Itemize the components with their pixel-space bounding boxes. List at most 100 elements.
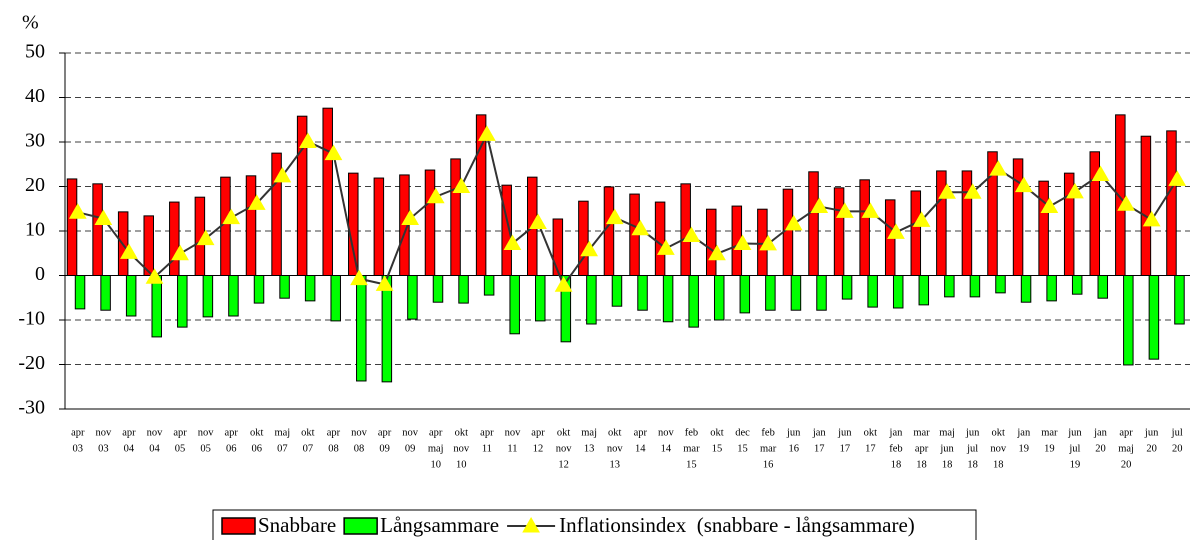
x-tick-label: okt: [557, 427, 571, 438]
x-tick-label: nov: [607, 443, 624, 454]
marker: [401, 209, 420, 226]
x-tick-label: jul: [1171, 427, 1183, 438]
x-tick-label: 10: [456, 459, 467, 470]
marker: [1117, 195, 1135, 211]
bar: [279, 275, 290, 299]
bar: [995, 275, 1006, 294]
marker: [554, 276, 573, 292]
bar: [1097, 275, 1109, 299]
bar: [424, 169, 436, 276]
x-tick-label: okt: [710, 427, 724, 438]
x-tick-label: apr: [122, 427, 136, 438]
x-tick-label: jul: [1068, 443, 1080, 454]
x-tick-label: okt: [992, 427, 1006, 438]
x-tick-label: maj: [274, 427, 290, 438]
marker: [759, 234, 777, 251]
x-tick-label: nov: [990, 443, 1007, 454]
marker: [529, 213, 547, 230]
x-tick-label: apr: [1119, 427, 1133, 438]
x-tick-label: nov: [556, 443, 573, 454]
bar: [1012, 158, 1024, 276]
x-tick-label: 17: [840, 443, 851, 454]
x-tick-label: nov: [95, 427, 112, 438]
bar: [688, 275, 699, 328]
x-tick-label: jul: [966, 443, 978, 454]
x-tick-label: jun: [837, 427, 852, 438]
bar: [125, 275, 137, 317]
x-tick-label: okt: [301, 427, 315, 438]
y-tick-label: 10: [25, 219, 45, 241]
x-tick-label: jun: [965, 427, 980, 438]
bar: [816, 275, 827, 311]
marker: [247, 194, 266, 210]
bar: [808, 171, 819, 276]
x-tick-label: mar: [913, 427, 930, 438]
legend-label: Långsammare: [380, 513, 499, 537]
bar: [867, 275, 878, 308]
bar: [936, 170, 947, 276]
x-tick-label: 13: [609, 459, 620, 470]
bar: [74, 275, 86, 310]
x-tick-label: 06: [252, 443, 263, 454]
marker: [784, 214, 803, 231]
x-tick-label: 18: [993, 459, 1004, 470]
bar: [637, 275, 648, 311]
y-tick-label: 0: [35, 263, 45, 285]
bar: [348, 172, 359, 276]
x-tick-label: 15: [712, 443, 723, 454]
bar: [578, 200, 589, 276]
x-tick-label: 04: [124, 443, 135, 454]
bar: [765, 275, 776, 311]
x-tick-label: jan: [812, 427, 827, 438]
x-tick-label: 10: [430, 459, 441, 470]
x-tick-label: 05: [175, 443, 186, 454]
x-tick-label: mar: [1041, 427, 1058, 438]
x-tick-label: 16: [763, 459, 774, 470]
marker: [196, 229, 215, 246]
x-tick-label: apr: [429, 427, 443, 438]
x-tick-label: jun: [786, 427, 801, 438]
marker: [1040, 197, 1059, 214]
x-tick-label: 03: [98, 443, 109, 454]
x-tick-label: nov: [147, 427, 164, 438]
y-tick-label: 20: [25, 174, 45, 196]
x-tick-label: maj: [428, 443, 444, 454]
x-tick-label: 04: [149, 443, 160, 454]
bar: [177, 275, 188, 328]
bar: [407, 275, 418, 320]
y-tick-label: 30: [25, 130, 45, 152]
marker: [324, 144, 343, 161]
x-tick-label: 08: [328, 443, 339, 454]
bar: [611, 275, 623, 307]
x-tick-label: nov: [505, 427, 522, 438]
marker: [94, 209, 113, 226]
x-tick-label: 08: [354, 443, 365, 454]
bar: [450, 158, 461, 276]
x-tick-label: 14: [635, 443, 646, 454]
legend-label: Inflationsindex (snabbare - långsammare): [559, 513, 915, 537]
x-tick-label: okt: [455, 427, 469, 438]
bar: [654, 201, 666, 276]
x-tick-label: mar: [683, 443, 700, 454]
bar: [961, 170, 973, 276]
x-tick-label: jun: [1144, 427, 1159, 438]
marker: [605, 208, 624, 225]
y-axis-label: %: [22, 12, 39, 34]
bar: [1046, 275, 1057, 302]
marker: [912, 211, 931, 227]
y-tick-label: -10: [18, 308, 45, 330]
x-tick-label: 06: [226, 443, 237, 454]
marker: [1168, 170, 1187, 186]
legend-swatch: [221, 517, 256, 535]
bar: [143, 215, 154, 276]
x-tick-label: 16: [788, 443, 799, 454]
bar: [662, 275, 674, 323]
marker: [682, 226, 701, 242]
x-tick-label: 18: [891, 459, 902, 470]
bar: [969, 275, 981, 298]
marker: [350, 269, 368, 286]
bar: [322, 107, 333, 277]
x-tick-label: 18: [942, 459, 953, 470]
bar: [1166, 130, 1177, 276]
